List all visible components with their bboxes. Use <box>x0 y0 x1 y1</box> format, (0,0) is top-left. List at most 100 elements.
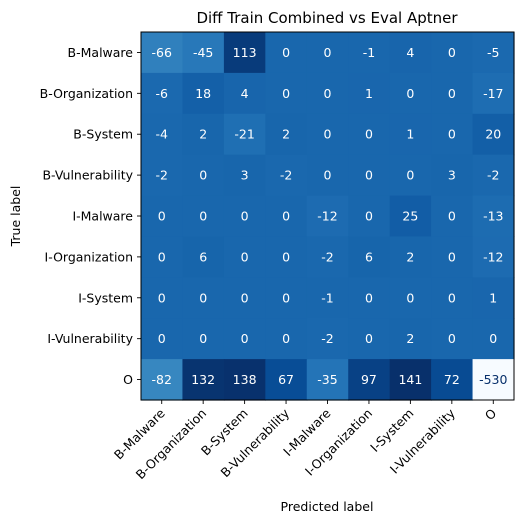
y-tick-label: O <box>123 372 133 387</box>
heatmap-cell <box>223 359 266 401</box>
heatmap-cell-value: 0 <box>448 209 456 224</box>
heatmap-cell <box>348 359 391 401</box>
heatmap-cell-value: 3 <box>448 168 456 183</box>
heatmap-cell <box>223 72 266 115</box>
heatmap-cell <box>306 72 349 115</box>
heatmap-cell-value: 141 <box>398 372 422 387</box>
heatmap-cell-value: -1 <box>363 45 375 60</box>
heatmap-cell <box>223 32 266 74</box>
heatmap-cell-value: 0 <box>448 45 456 60</box>
heatmap-cell <box>141 195 184 238</box>
heatmap-cell <box>265 277 308 319</box>
heatmap-cell-value: 0 <box>199 290 207 305</box>
heatmap-cell <box>306 195 349 238</box>
heatmap-cell <box>431 277 474 319</box>
heatmap-cell <box>223 236 266 278</box>
heatmap-cell <box>306 277 349 319</box>
heatmap-cell-value: 2 <box>406 249 414 264</box>
heatmap-cell-labels: -66 -45 113 0 0 -1 4 0 -5-6 18 4 0 0 1 0 0 -17-4 2 -21 2 0 0 1… <box>152 45 508 387</box>
heatmap-cell-value: 25 <box>402 209 418 224</box>
heatmap-cell <box>182 154 225 197</box>
heatmap-cell <box>348 195 391 238</box>
heatmap-cell-value: 2 <box>199 127 207 142</box>
heatmap-cell <box>182 195 225 238</box>
heatmap-cell <box>265 236 308 278</box>
heatmap-cell-value: 0 <box>365 290 373 305</box>
heatmap-cell <box>141 236 184 278</box>
heatmap-cell-value: 67 <box>278 372 294 387</box>
heatmap-cell-value: 0 <box>448 86 456 101</box>
heatmap-cell-value: -2 <box>321 249 333 264</box>
heatmap-cell <box>141 359 184 401</box>
heatmap-cell-value: 0 <box>199 209 207 224</box>
heatmap-cell-value: 0 <box>282 209 290 224</box>
heatmap-cell-value: -6 <box>155 86 168 101</box>
y-tick-label: B-Vulnerability <box>42 168 133 183</box>
heatmap-cell <box>348 32 391 74</box>
heatmap-cell-value: 0 <box>158 331 166 346</box>
heatmap-cell <box>348 154 391 197</box>
heatmap-cell-value: 0 <box>158 209 166 224</box>
heatmap-cell-value: 0 <box>365 331 373 346</box>
heatmap-cell <box>389 359 432 401</box>
heatmap-cell-value: -4 <box>155 127 168 142</box>
heatmap-cell-value: -2 <box>487 168 499 183</box>
heatmap-cell-value: 113 <box>233 45 257 60</box>
heatmap-cell <box>265 32 308 74</box>
heatmap-cell-value: 0 <box>282 45 290 60</box>
heatmap-cell <box>348 113 391 156</box>
heatmap-cell-value: 0 <box>282 86 290 101</box>
heatmap-cell-value: 1 <box>365 86 373 101</box>
heatmap-cell <box>348 277 391 319</box>
heatmap-cell <box>472 195 515 238</box>
heatmap-cell <box>389 195 432 238</box>
heatmap-cell-value: 0 <box>241 290 249 305</box>
y-tick-label: I-System <box>78 290 133 305</box>
heatmap-cell-value: 72 <box>444 372 460 387</box>
x-tick-label: O <box>482 405 500 423</box>
heatmap-cell-value: 0 <box>282 290 290 305</box>
heatmap-cell-value: 1 <box>489 290 497 305</box>
heatmap-cell-value: 0 <box>324 168 332 183</box>
heatmap-cell-value: 2 <box>282 127 290 142</box>
heatmap-cell-value: 0 <box>365 209 373 224</box>
heatmap-cell <box>223 113 266 156</box>
heatmap-cell-value: -17 <box>483 86 503 101</box>
heatmap-cell <box>265 113 308 156</box>
heatmap-cell-value: 4 <box>241 86 249 101</box>
heatmap-cell-value: -530 <box>479 372 507 387</box>
heatmap-cell-value: 3 <box>241 168 249 183</box>
heatmap-cell-value: 0 <box>282 249 290 264</box>
heatmap-cell-value: 132 <box>191 372 215 387</box>
y-tick-label: B-Malware <box>68 45 134 60</box>
heatmap-cell <box>182 113 225 156</box>
heatmap-cell-value: 0 <box>365 168 373 183</box>
heatmap-cell <box>431 195 474 238</box>
heatmap-cell-value: -2 <box>155 168 167 183</box>
heatmap-cell <box>472 277 515 319</box>
heatmap-cell <box>389 72 432 115</box>
heatmap-cell <box>223 318 266 360</box>
heatmap-cell-value: 0 <box>158 290 166 305</box>
heatmap-cell <box>306 359 349 401</box>
heatmap-cell-value: 0 <box>406 86 414 101</box>
heatmap-cell-value: 0 <box>241 249 249 264</box>
heatmap-cell <box>265 154 308 197</box>
heatmap-cell <box>472 318 515 360</box>
heatmap-cell <box>472 113 515 156</box>
heatmap-cell-value: -12 <box>483 249 503 264</box>
heatmap-cell-value: -2 <box>280 168 292 183</box>
heatmap-cell <box>389 154 432 197</box>
heatmap-cell <box>348 72 391 115</box>
heatmap-cell-value: -45 <box>193 45 213 60</box>
heatmap-cell-value: 0 <box>324 45 332 60</box>
heatmap-cell-value: -13 <box>483 209 503 224</box>
heatmap-cell <box>472 72 515 115</box>
heatmap-cell <box>306 32 349 74</box>
heatmap-cell <box>431 359 474 401</box>
heatmap-cell-value: 0 <box>199 331 207 346</box>
heatmap-cell <box>348 236 391 278</box>
heatmap-cell-value: 6 <box>365 249 373 264</box>
heatmap-cell-value: -82 <box>152 372 172 387</box>
